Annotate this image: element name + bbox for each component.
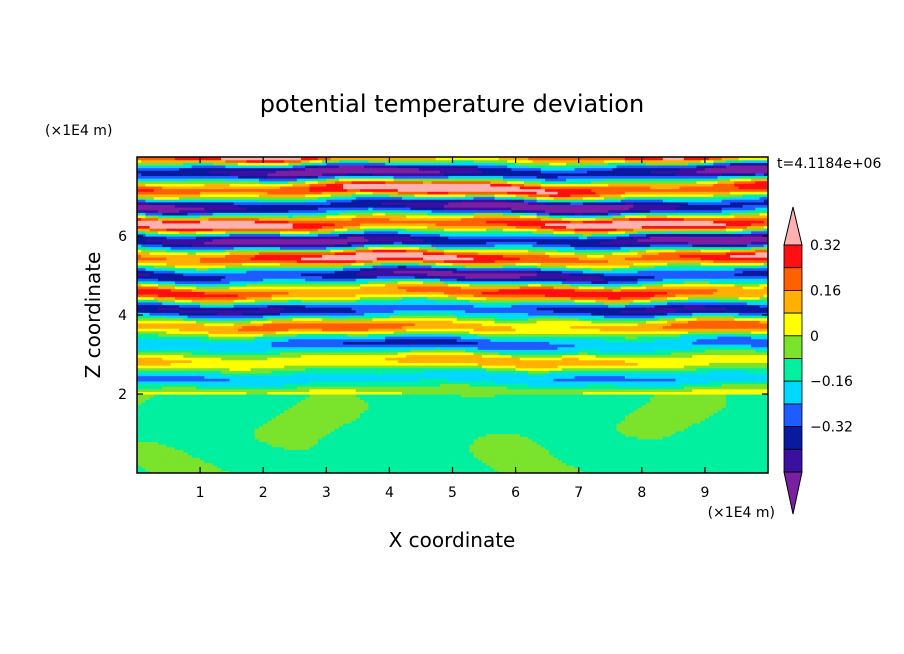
contour-field [137, 157, 769, 474]
y-unit-label: (×1E4 m) [45, 123, 112, 139]
plot-area [137, 157, 769, 474]
chart-title: potential temperature deviation [260, 90, 644, 118]
time-label: t=4.1184e+06 [777, 156, 881, 172]
